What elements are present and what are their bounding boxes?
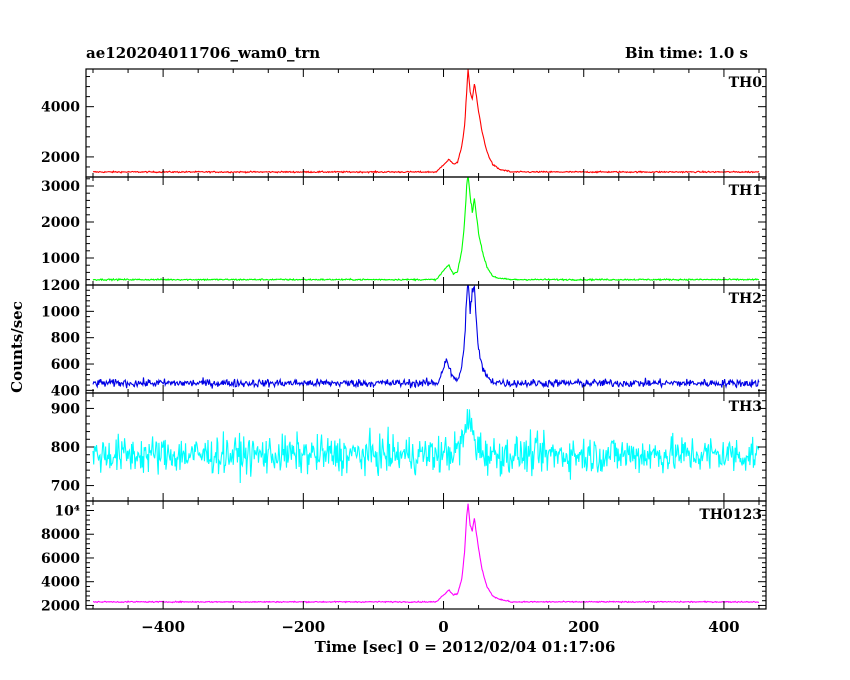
panel-frame xyxy=(85,68,767,178)
panel-label: TH0123 xyxy=(699,507,762,523)
panel-frame xyxy=(85,500,767,610)
y-tick-label: 800 xyxy=(51,331,80,347)
series-th3 xyxy=(92,408,760,484)
series-th2 xyxy=(92,285,760,389)
bin-time-label: Bin time: 1.0 s xyxy=(624,44,748,62)
panel-label: TH3 xyxy=(729,399,762,415)
y-tick-label: 2000 xyxy=(41,150,80,166)
panel-label: TH2 xyxy=(729,291,762,307)
y-tick-label: 10⁴ xyxy=(54,503,80,519)
panel-label: TH0 xyxy=(729,75,763,91)
y-tick-label: 1200 xyxy=(41,278,80,294)
series-th1 xyxy=(92,177,760,282)
chart-title: ae120204011706_wam0_trn xyxy=(86,44,321,62)
panel-frame xyxy=(85,176,767,286)
y-tick-label: 2000 xyxy=(41,215,80,231)
series-th0 xyxy=(92,69,760,174)
y-tick-label: 400 xyxy=(51,383,80,399)
x-tick-label: −200 xyxy=(281,618,325,636)
panel-th1: 1000 2000 3000 TH1 xyxy=(41,176,767,286)
panel-th0123: 2000 4000 6000 8000 10⁴ TH0123 xyxy=(41,500,767,614)
x-tick-labels: −400 −200 0 200 400 xyxy=(141,618,739,636)
x-axis-label: Time [sec] 0 = 2012/02/04 01:17:06 xyxy=(314,638,616,656)
panel-th3: 700 800 900 TH3 xyxy=(51,392,767,502)
x-tick-label: 0 xyxy=(438,618,448,636)
y-tick-label: 3000 xyxy=(41,179,80,195)
y-tick-label: 2000 xyxy=(41,598,80,614)
y-tick-label: 800 xyxy=(51,440,80,456)
y-axis-label: Counts/sec xyxy=(8,301,26,393)
x-tick-label: 400 xyxy=(708,618,739,636)
y-tick-label: 4000 xyxy=(41,100,80,116)
x-tick-label: −400 xyxy=(141,618,185,636)
x-tick-label: 200 xyxy=(568,618,599,636)
y-tick-label: 600 xyxy=(51,357,80,373)
y-tick-label: 700 xyxy=(51,479,80,495)
series-th0123 xyxy=(92,503,760,604)
panel-th2: 400 600 800 1000 1200 TH2 xyxy=(41,278,767,399)
y-tick-label: 1000 xyxy=(41,304,80,320)
y-tick-label: 1000 xyxy=(41,251,80,267)
y-tick-label: 6000 xyxy=(41,551,80,567)
y-tick-label: 900 xyxy=(51,401,80,417)
y-tick-label: 8000 xyxy=(41,527,80,543)
panel-label: TH1 xyxy=(729,183,762,199)
panel-th0: 2000 4000 TH0 xyxy=(41,68,767,178)
panel-frame xyxy=(85,284,767,394)
y-tick-label: 4000 xyxy=(41,575,80,591)
